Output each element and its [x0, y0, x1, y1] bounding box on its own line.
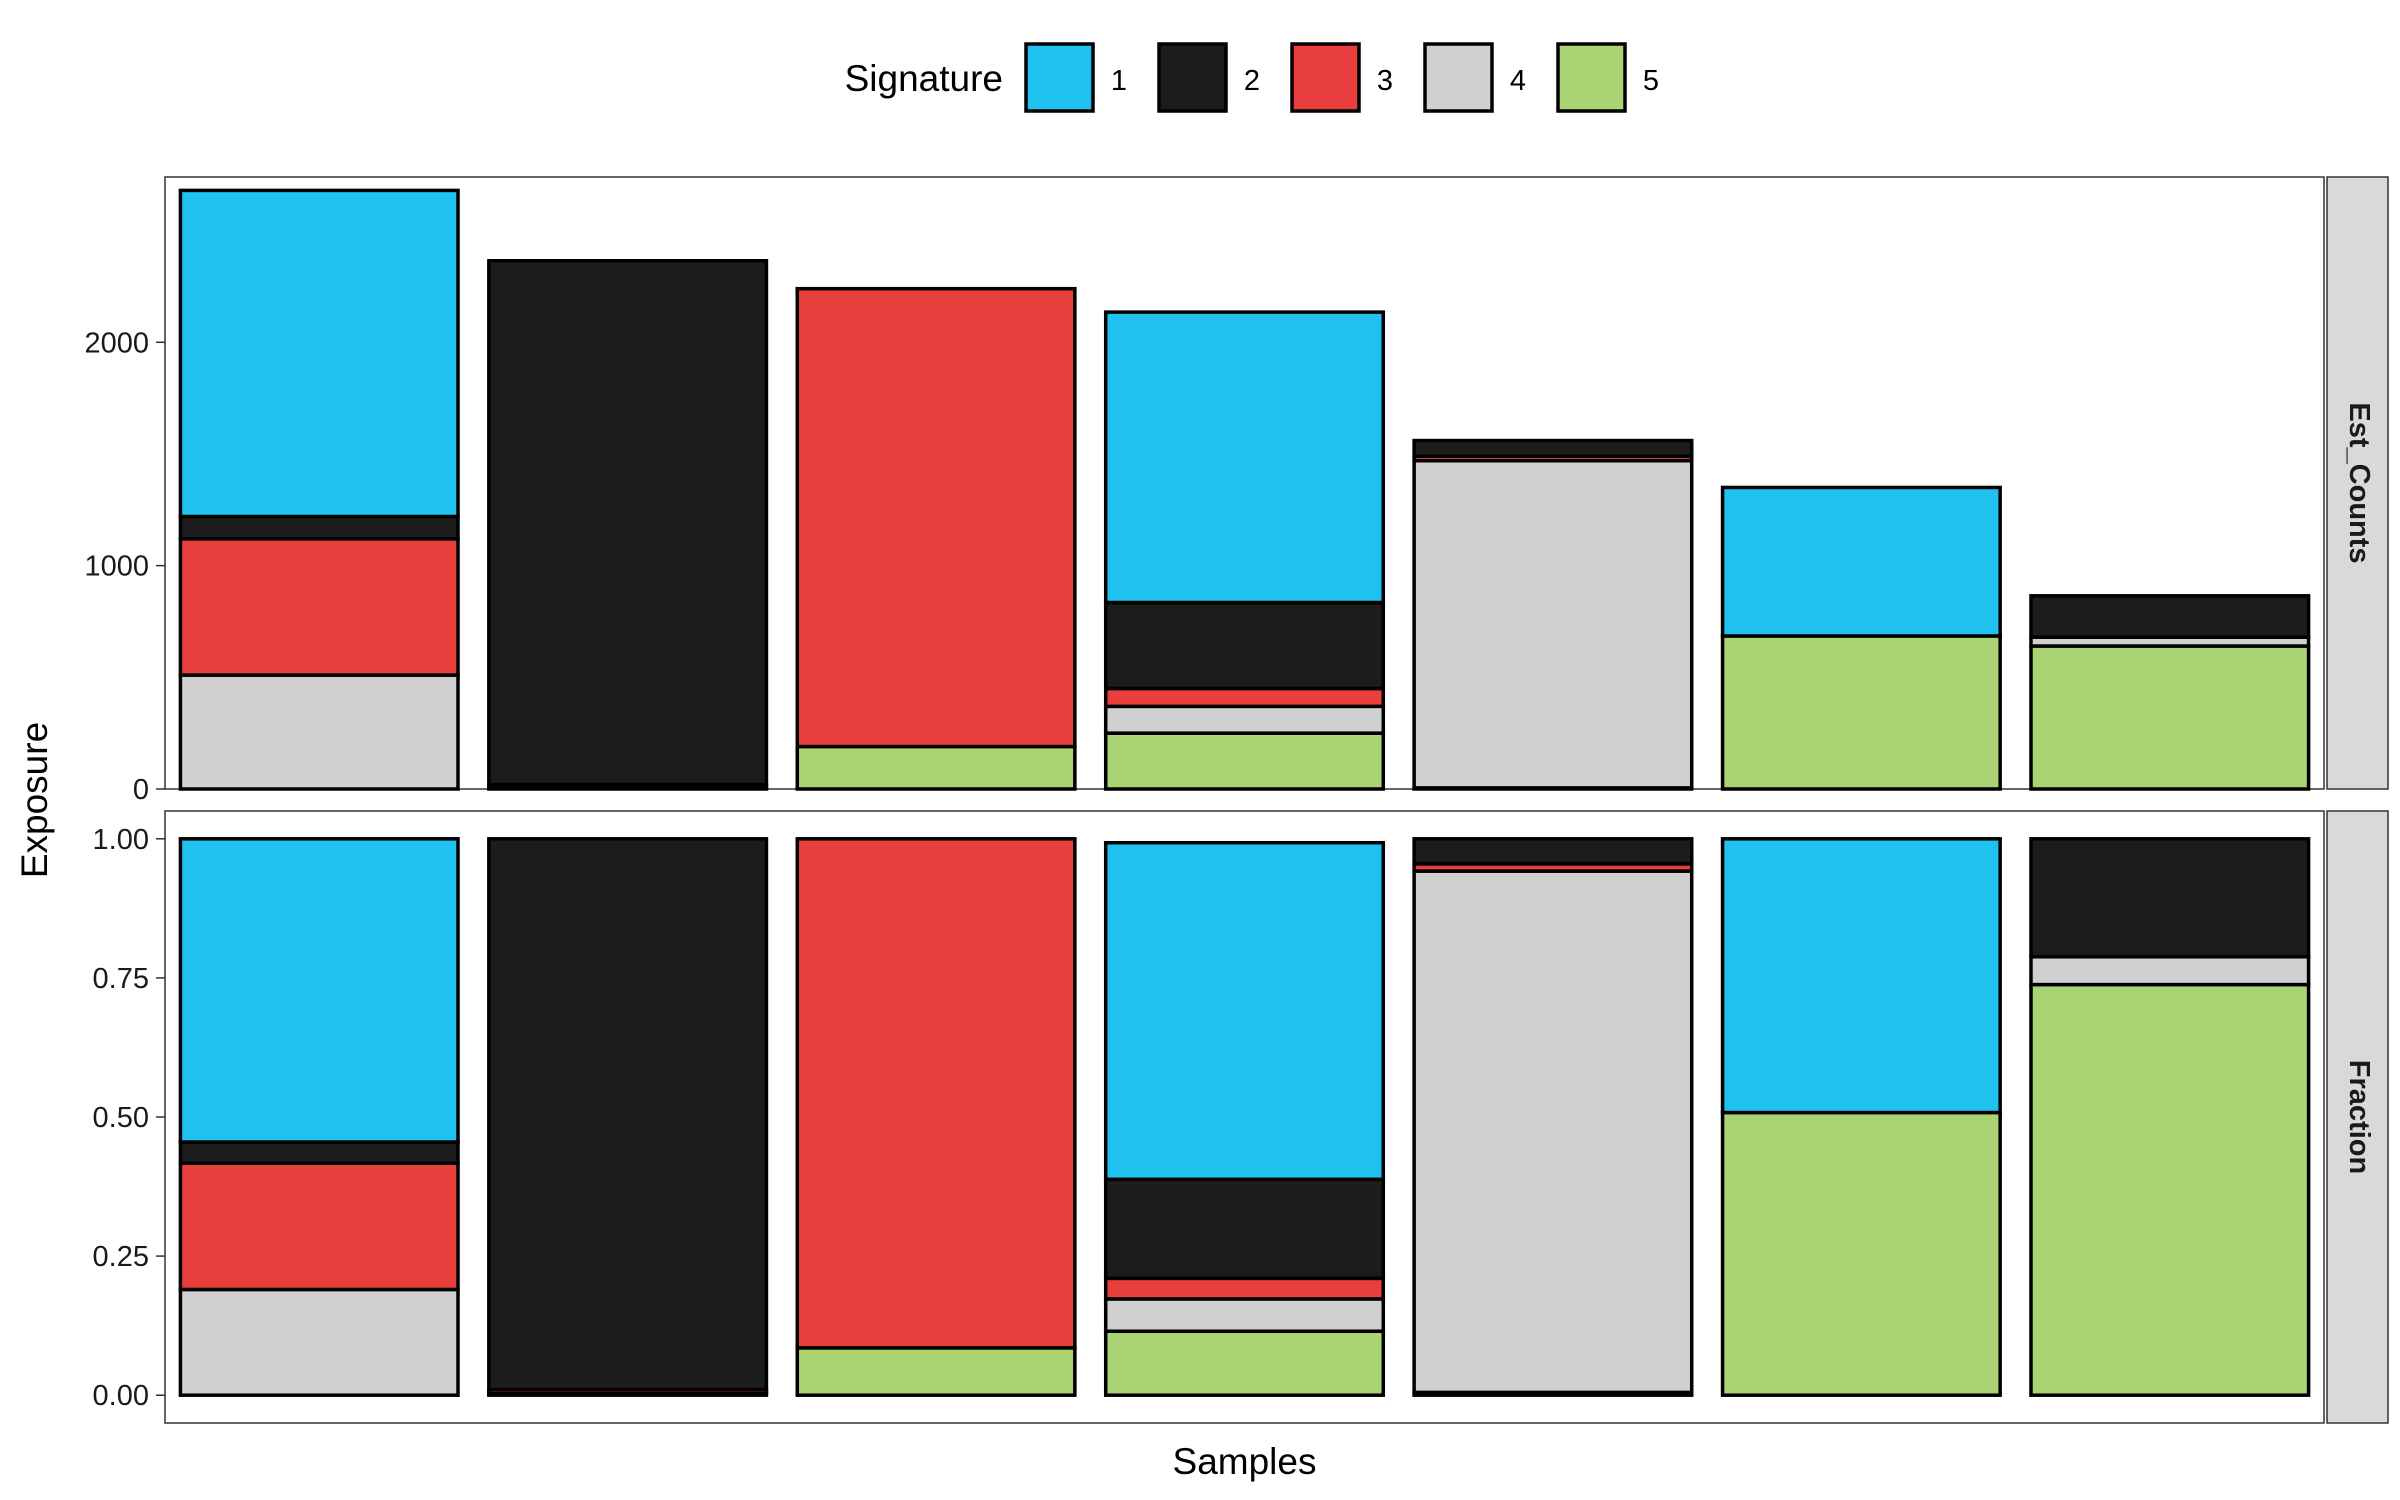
- legend-key-2: [1157, 42, 1228, 113]
- bar-segment-panel1-sample3-sig5: [795, 744, 1077, 791]
- facet-strip-label-2: Fraction: [2343, 1060, 2375, 1174]
- bar-segment-panel1-sample6-sig5: [1720, 634, 2002, 791]
- bar-segment-panel2-sample5-sig4: [1412, 869, 1694, 1395]
- bar-segment-panel2-sample7-sig5: [2029, 982, 2311, 1397]
- bar-segment-panel2-sample4-sig4: [1103, 1297, 1386, 1333]
- bar-segment-panel2-sample5-sig2: [1412, 837, 1694, 866]
- bar-segment-panel2-sample2-sig2: [487, 837, 769, 1392]
- y-tick-label-panel1-0: 0: [133, 774, 149, 806]
- bar-segment-panel1-sample1-sig2: [178, 514, 460, 541]
- bar-segment-panel2-sample1-sig1: [178, 837, 460, 1144]
- bar-segment-panel1-sample1-sig3: [178, 537, 460, 677]
- legend-key-3: [1290, 42, 1361, 113]
- bar-segment-panel1-sample7-sig2: [2029, 594, 2311, 639]
- y-axis-title: Exposure: [14, 722, 55, 878]
- y-tick-label-panel2-4: 1.00: [93, 824, 149, 856]
- bar-segment-panel1-sample7-sig5: [2029, 644, 2311, 791]
- bar-segment-panel1-sample5-sig2: [1412, 438, 1694, 458]
- bar-segment-panel2-sample7-sig4: [2029, 955, 2311, 987]
- bar-segment-panel1-sample3-sig3: [795, 286, 1077, 749]
- bar-segment-panel1-sample4-sig3: [1103, 686, 1386, 709]
- y-tick-label-panel2-1: 0.25: [93, 1241, 149, 1273]
- bar-segment-panel2-sample4-sig3: [1103, 1276, 1386, 1301]
- facet-strip-label-1: Est_Counts: [2343, 402, 2375, 563]
- legend-title: Signature: [845, 58, 1003, 99]
- bar-segment-panel1-sample4-sig2: [1103, 600, 1386, 691]
- legend-label-1: 1: [1111, 65, 1127, 97]
- y-tick-label-panel2-3: 0.75: [93, 963, 149, 995]
- bar-segment-panel1-sample4-sig5: [1103, 731, 1386, 791]
- legend-key-5: [1556, 42, 1627, 113]
- legend-key-1: [1024, 42, 1095, 113]
- bar-segment-panel2-sample3-sig3: [795, 837, 1077, 1350]
- bar-segment-panel2-sample4-sig5: [1103, 1329, 1386, 1397]
- bar-segment-panel2-sample6-sig5: [1720, 1110, 2002, 1397]
- bar-segment-panel1-sample5-sig4: [1412, 458, 1694, 790]
- y-tick-label-panel1-2: 2000: [84, 327, 149, 359]
- bar-segment-panel1-sample1-sig4: [178, 673, 460, 791]
- bar-segment-panel2-sample6-sig1: [1720, 837, 2002, 1115]
- bar-segment-panel2-sample1-sig2: [178, 1140, 460, 1165]
- bar-segment-panel2-sample4-sig2: [1103, 1177, 1386, 1281]
- bar-segment-panel2-sample3-sig5: [795, 1346, 1077, 1397]
- bar-segment-panel1-sample6-sig1: [1720, 485, 2002, 638]
- y-tick-label-panel2-0: 0.00: [93, 1380, 149, 1412]
- facet-strip-1: [2326, 176, 2389, 790]
- legend-label-2: 2: [1244, 65, 1260, 97]
- bar-segment-panel2-sample1-sig4: [178, 1287, 460, 1397]
- bar-segment-panel1-sample4-sig4: [1103, 704, 1386, 735]
- bar-segment-panel1-sample4-sig1: [1103, 310, 1386, 605]
- bar-segment-panel1-sample2-sig2: [487, 259, 769, 787]
- bar-segment-panel2-sample1-sig3: [178, 1161, 460, 1292]
- bar-segment-panel1-sample1-sig1: [178, 188, 460, 519]
- legend-label-4: 4: [1510, 65, 1526, 97]
- facet-strip-2: [2326, 810, 2389, 1424]
- legend-label-3: 3: [1377, 65, 1393, 97]
- y-tick-label-panel1-1: 1000: [84, 551, 149, 583]
- bar-segment-panel2-sample4-sig1: [1103, 840, 1386, 1182]
- x-axis-title: Samples: [1173, 1441, 1317, 1482]
- legend-key-4: [1423, 42, 1494, 113]
- y-tick-label-panel2-2: 0.50: [93, 1102, 149, 1134]
- legend-label-5: 5: [1643, 65, 1659, 97]
- bar-segment-panel2-sample7-sig2: [2029, 837, 2311, 959]
